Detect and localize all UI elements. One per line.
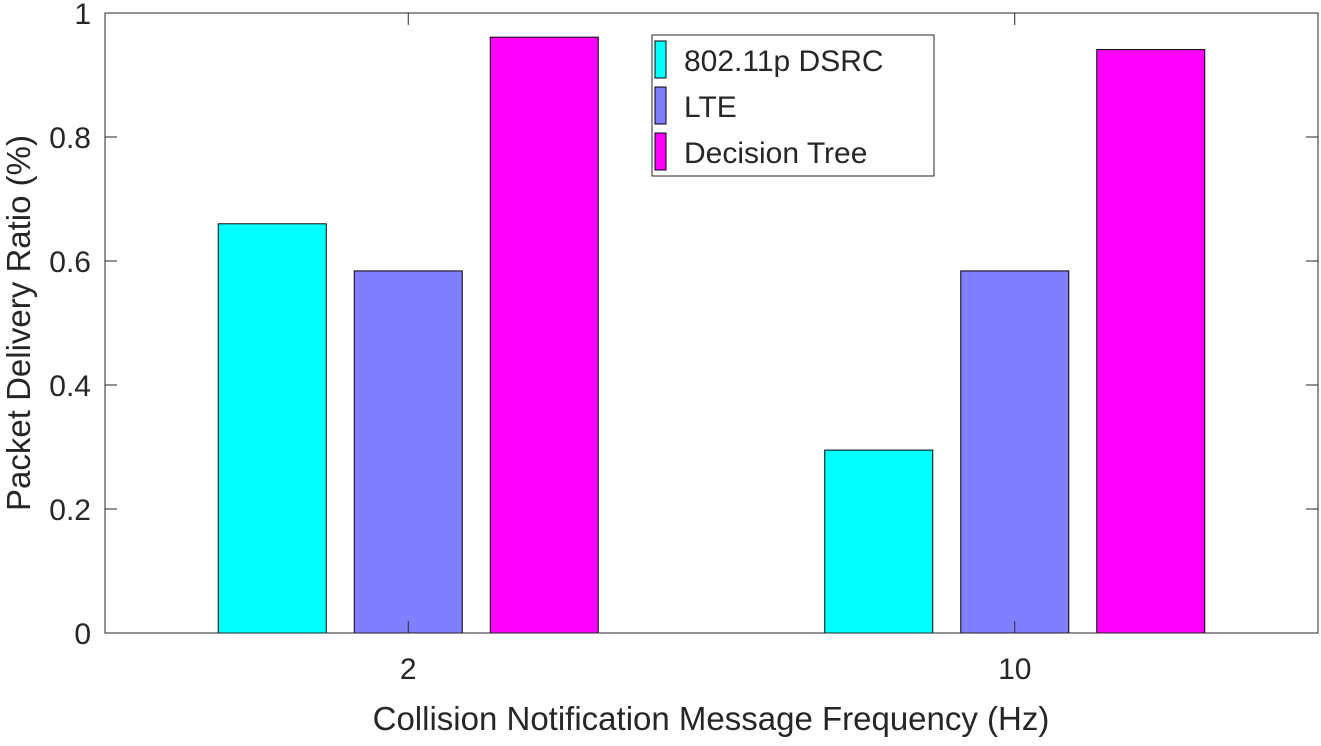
- bar-802-11p-dsrc-10: [824, 449, 934, 634]
- y-axis-label: Packet Delivery Ratio (%): [0, 135, 37, 511]
- legend-swatch: [654, 132, 667, 171]
- legend-label: LTE: [684, 91, 737, 124]
- y-tick-label: 0.4: [49, 370, 91, 403]
- x-axis-label: Collision Notification Message Frequency…: [373, 700, 1050, 737]
- legend-label: Decision Tree: [684, 137, 867, 170]
- y-tick-label: 0.8: [49, 122, 91, 155]
- x-tick-label: 10: [998, 653, 1031, 686]
- legend: 802.11p DSRC LTE Decision Tree: [651, 34, 935, 177]
- legend-label: 802.11p DSRC: [684, 45, 884, 78]
- bar-lte-2: [353, 270, 463, 634]
- bars: [217, 36, 1206, 634]
- bar-decision-tree-10: [1096, 49, 1206, 634]
- y-tick-label: 0: [74, 618, 91, 651]
- axis-ticks: 0 0.2 0.4 0.6 0.8 1 2 10: [49, 0, 1318, 686]
- x-tick-label: 2: [400, 653, 417, 686]
- bar-802-11p-dsrc-2: [217, 223, 327, 634]
- bar-decision-tree-2: [489, 36, 599, 634]
- legend-swatch: [654, 40, 667, 79]
- legend-box: [651, 34, 935, 177]
- y-tick-label: 0.6: [49, 246, 91, 279]
- y-tick-label: 0.2: [49, 494, 91, 527]
- bar-lte-10: [960, 270, 1070, 634]
- y-tick-label: 1: [74, 0, 91, 31]
- legend-swatch: [654, 86, 667, 125]
- plot-area-border: [104, 12, 1319, 634]
